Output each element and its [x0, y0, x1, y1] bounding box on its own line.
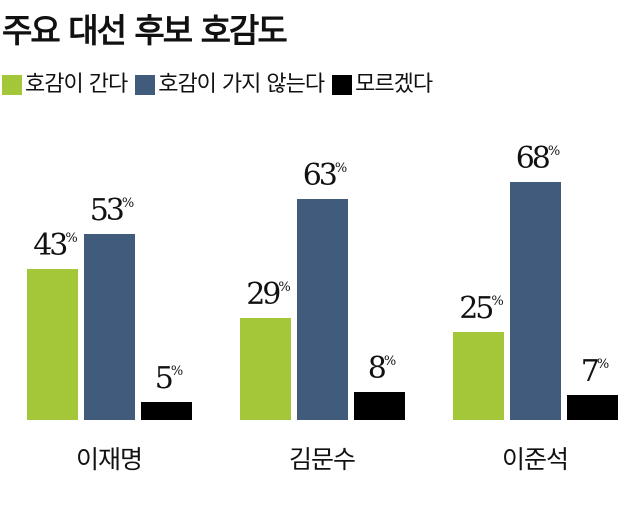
- value-label: 29%: [246, 277, 291, 312]
- legend-item-favorable: 호감이 간다: [2, 72, 128, 97]
- bar-unknown: [140, 402, 192, 420]
- category-label: 김문수: [288, 445, 356, 474]
- bar-unknown: [566, 395, 618, 420]
- chart-title: 주요 대선 후보 호감도: [2, 11, 288, 50]
- value-label: 7%: [580, 354, 610, 389]
- bar-favorable: [240, 318, 291, 420]
- bar-unknown: [353, 392, 405, 420]
- legend-label-favorable: 호감이 간다: [25, 72, 128, 97]
- value-label: 8%: [367, 351, 397, 386]
- value-label: 53%: [89, 193, 135, 228]
- legend-label-unfavorable: 호감이 가지 않는다: [158, 72, 325, 97]
- bar-favorable: [27, 269, 78, 420]
- value-label: 5%: [154, 361, 184, 396]
- value-label: 43%: [33, 228, 78, 263]
- legend-item-unfavorable: 호감이 가지 않는다: [135, 72, 325, 97]
- legend-swatch-favorable: [2, 75, 22, 95]
- legend-item-unknown: 모르겠다: [332, 72, 433, 97]
- category-label: 이재명: [75, 445, 143, 474]
- category-label: 이준석: [501, 445, 569, 474]
- bar-unfavorable: [83, 234, 135, 420]
- bar-unfavorable: [509, 182, 561, 420]
- value-label: 68%: [515, 141, 561, 176]
- legend-swatch-unknown: [332, 75, 353, 95]
- legend: 호감이 간다 호감이 가지 않는다 모르겠다: [2, 74, 440, 96]
- value-label: 63%: [302, 158, 348, 193]
- legend-swatch-unfavorable: [135, 75, 156, 95]
- value-label: 25%: [459, 291, 504, 326]
- legend-label-unknown: 모르겠다: [355, 72, 433, 97]
- bar-favorable: [453, 332, 504, 420]
- bar-unfavorable: [296, 199, 348, 420]
